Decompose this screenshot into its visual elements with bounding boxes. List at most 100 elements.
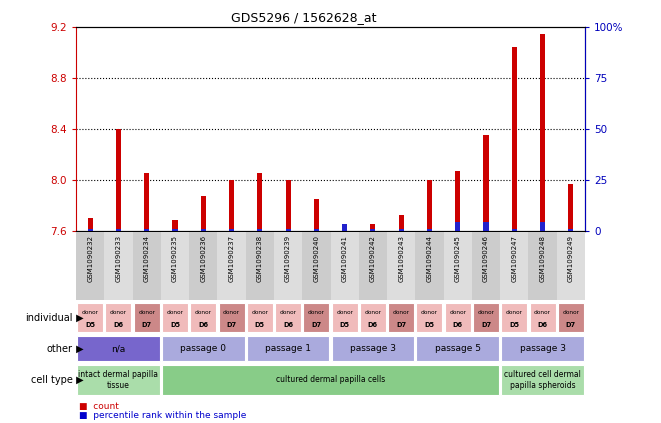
Text: passage 5: passage 5 — [435, 344, 481, 353]
Bar — [416, 303, 442, 332]
Text: n/a: n/a — [111, 344, 126, 353]
Bar — [229, 180, 234, 231]
Bar — [134, 303, 160, 332]
Bar — [314, 199, 319, 231]
Text: ■  count: ■ count — [79, 402, 119, 412]
Bar — [332, 303, 358, 332]
Bar — [275, 303, 301, 332]
Bar — [444, 232, 472, 300]
Bar — [133, 232, 161, 300]
Bar — [257, 228, 262, 231]
Bar — [116, 228, 121, 231]
Bar — [247, 303, 273, 332]
Bar — [568, 228, 573, 231]
Bar — [483, 135, 488, 231]
Text: ▶: ▶ — [73, 375, 83, 385]
Text: GSM1090244: GSM1090244 — [426, 235, 432, 282]
Text: individual: individual — [25, 313, 73, 323]
Bar — [416, 336, 499, 361]
Text: ▶: ▶ — [73, 343, 83, 354]
Text: passage 3: passage 3 — [520, 344, 566, 353]
Bar — [342, 228, 347, 231]
Bar — [88, 218, 93, 231]
Bar — [302, 232, 330, 300]
Bar — [162, 303, 188, 332]
Text: D7: D7 — [396, 322, 407, 328]
Text: D7: D7 — [566, 322, 576, 328]
Bar — [501, 365, 584, 395]
Text: D6: D6 — [283, 322, 293, 328]
Bar — [529, 303, 556, 332]
Bar — [500, 232, 528, 300]
Bar — [76, 232, 104, 300]
Bar — [144, 228, 149, 231]
Bar — [219, 303, 245, 332]
Bar — [217, 232, 246, 300]
Text: GSM1090247: GSM1090247 — [512, 235, 518, 282]
Text: donor: donor — [449, 310, 466, 315]
Text: D5: D5 — [340, 322, 350, 328]
Text: GSM1090239: GSM1090239 — [285, 235, 291, 283]
Text: D5: D5 — [254, 322, 265, 328]
Bar — [116, 129, 121, 231]
Bar — [388, 303, 414, 332]
Text: donor: donor — [138, 310, 155, 315]
Bar — [247, 336, 329, 361]
Text: GSM1090245: GSM1090245 — [455, 235, 461, 282]
Bar — [399, 215, 404, 231]
Text: donor: donor — [336, 310, 353, 315]
Text: donor: donor — [280, 310, 297, 315]
Bar — [201, 196, 206, 231]
Bar — [501, 303, 527, 332]
Bar — [246, 232, 274, 300]
Text: passage 3: passage 3 — [350, 344, 396, 353]
Text: donor: donor — [167, 310, 184, 315]
Text: GSM1090234: GSM1090234 — [143, 235, 149, 282]
Bar — [528, 232, 557, 300]
Text: GSM1090236: GSM1090236 — [200, 235, 206, 283]
Text: GSM1090246: GSM1090246 — [483, 235, 489, 282]
Text: donor: donor — [477, 310, 494, 315]
Bar — [104, 232, 133, 300]
Text: GSM1090243: GSM1090243 — [398, 235, 404, 282]
Bar — [286, 228, 291, 231]
Bar — [472, 232, 500, 300]
Bar — [77, 365, 160, 395]
Bar — [161, 232, 189, 300]
Text: D5: D5 — [85, 322, 95, 328]
Bar — [512, 228, 517, 231]
Text: donor: donor — [563, 310, 579, 315]
Bar — [286, 180, 291, 231]
Text: D5: D5 — [170, 322, 180, 328]
Bar — [105, 303, 132, 332]
Text: D6: D6 — [114, 322, 124, 328]
Text: D6: D6 — [198, 322, 208, 328]
Text: donor: donor — [393, 310, 410, 315]
Bar — [303, 303, 329, 332]
Text: passage 1: passage 1 — [265, 344, 311, 353]
Text: D6: D6 — [537, 322, 547, 328]
Bar — [162, 336, 245, 361]
Text: intact dermal papilla
tissue: intact dermal papilla tissue — [79, 370, 159, 390]
Text: donor: donor — [195, 310, 212, 315]
Text: cell type: cell type — [31, 375, 73, 385]
Bar — [257, 173, 262, 231]
Text: GSM1090240: GSM1090240 — [313, 235, 319, 282]
Bar — [144, 173, 149, 231]
Bar — [370, 224, 375, 231]
Bar — [445, 303, 471, 332]
Bar — [314, 228, 319, 231]
Bar — [568, 184, 573, 231]
Bar — [501, 336, 584, 361]
Text: GSM1090249: GSM1090249 — [568, 235, 574, 282]
Text: GSM1090238: GSM1090238 — [257, 235, 263, 283]
Bar — [190, 303, 216, 332]
Text: donor: donor — [364, 310, 381, 315]
Bar — [473, 303, 499, 332]
Bar — [201, 228, 206, 231]
Text: GSM1090242: GSM1090242 — [370, 235, 376, 282]
Text: cultured cell dermal
papilla spheroids: cultured cell dermal papilla spheroids — [504, 370, 581, 390]
Text: GSM1090241: GSM1090241 — [342, 235, 348, 282]
Bar — [173, 220, 178, 231]
Bar — [77, 336, 160, 361]
